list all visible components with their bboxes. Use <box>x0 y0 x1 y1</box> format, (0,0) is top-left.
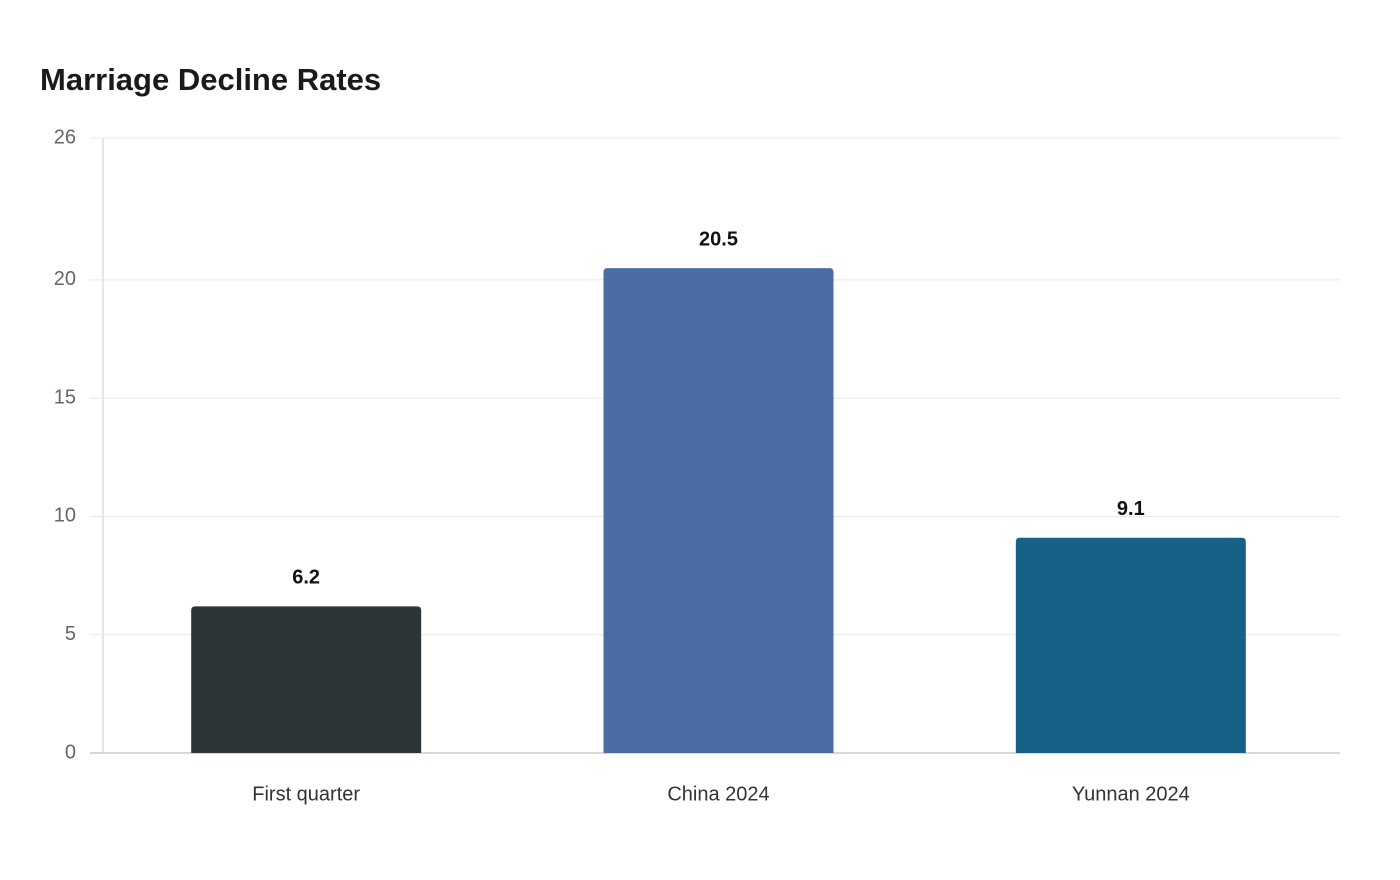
value-label: 6.2 <box>292 567 320 589</box>
y-tick-label: 20 <box>54 268 76 290</box>
bar <box>1015 537 1246 753</box>
x-tick-label: Yunnan 2024 <box>1072 783 1190 805</box>
y-tick-label: 15 <box>54 386 76 408</box>
x-tick-label: China 2024 <box>667 783 769 805</box>
bar <box>603 268 834 753</box>
x-tick-label: First quarter <box>252 783 360 805</box>
y-tick-label: 0 <box>65 741 76 763</box>
value-label: 20.5 <box>699 228 738 250</box>
y-tick-label: 10 <box>54 505 76 527</box>
value-label: 9.1 <box>1117 498 1145 520</box>
y-tick-label: 5 <box>65 623 76 645</box>
chart-title: Marriage Decline Rates <box>40 62 381 97</box>
y-tick-label: 26 <box>54 126 76 148</box>
bar <box>191 606 422 753</box>
